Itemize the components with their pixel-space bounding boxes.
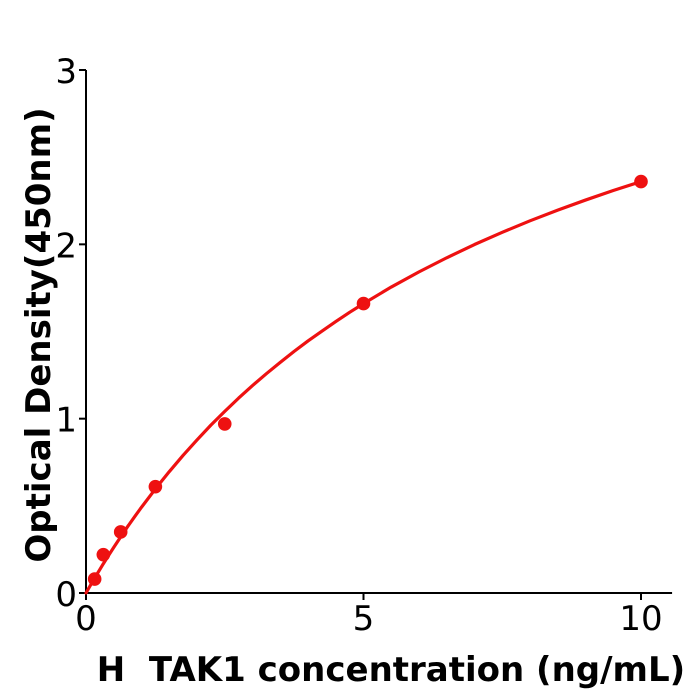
x-tick-label: 10 [619,599,662,639]
y-tick-label: 0 [55,575,77,615]
y-tick-label: 1 [55,401,77,441]
fit-curve-path [84,179,643,595]
y-tick-label: 2 [55,226,77,266]
axes-layer [85,70,673,594]
y-axis-title: Optical Density(450nm) [19,107,59,562]
data-point [217,417,232,431]
x-tick-label: 0 [75,599,97,639]
plot-layer [84,174,648,595]
ticks-layer: 0 5 10 0 1 2 3 [55,52,662,639]
x-tick-label: 5 [353,599,375,639]
x-axis-title: H TAK1 concentration (ng/mL) [97,650,685,690]
y-tick-label: 3 [55,52,77,92]
data-point [113,525,128,539]
